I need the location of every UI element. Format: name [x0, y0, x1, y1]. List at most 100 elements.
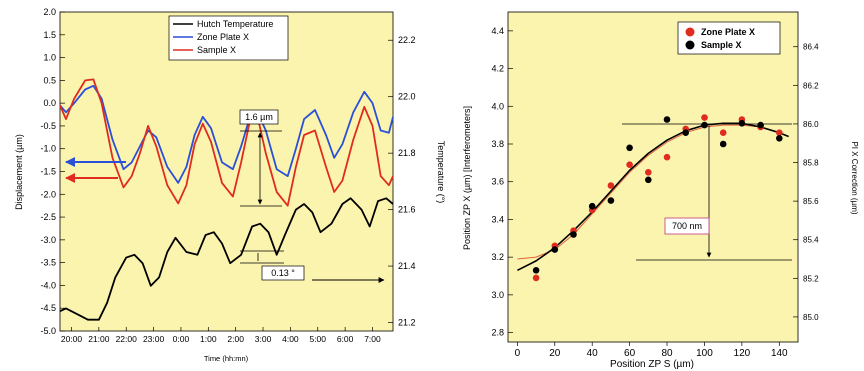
y-tick-label: 3.0	[491, 290, 504, 300]
x-tick-label: 0:00	[173, 334, 190, 344]
y2-tick-label: 21.2	[398, 318, 416, 328]
y-tick-label: 1.5	[43, 30, 56, 40]
sample-point	[588, 202, 596, 210]
legend-label-sample-x: Sample X	[701, 40, 742, 50]
zone-plate-point	[626, 161, 633, 168]
x-tick-label: 23:00	[143, 334, 165, 344]
x-tick-label: 2:00	[227, 334, 244, 344]
sample-point	[607, 197, 615, 204]
right-annotations: 700 nm	[622, 123, 792, 261]
x-tick-label: 4:00	[282, 334, 299, 344]
right-chart: 4.4 4.2 4.0 3.8 3.6 3.4 3.2 3.0 2.8 86.4 86.2 86.0…	[462, 11, 859, 370]
legend-label-zone-plate-x: Zone Plate X	[701, 27, 755, 37]
left-chart: 2.0 1.5 1.0 0.5 0.0 -0.5 -1.0 -1.5 -2.0 -2.5 -3.0 -…	[14, 7, 446, 363]
y2-tick-label: 86.2	[803, 81, 819, 90]
y-tick-label: -4.5	[40, 303, 56, 313]
sample-point	[663, 116, 671, 123]
y2-tick-label: 85.2	[803, 274, 819, 283]
y2-tick-label: 85.6	[803, 197, 819, 206]
x-tick-label: 7:00	[364, 334, 381, 344]
sample-point	[776, 135, 783, 142]
sample-point	[645, 176, 652, 184]
left-y-axis-label: Displacement (µm)	[14, 134, 24, 210]
left-x-axis: 20:00 21:00 22:00 23:00 0:00 1:00 2:00 3:00 4:00…	[61, 327, 381, 344]
sample-point	[738, 120, 746, 127]
zone-plate-point	[607, 182, 615, 189]
y-tick-label: 2.8	[491, 328, 504, 338]
right-y-axis-label: Position ZP X (µm) [Interferometers]	[462, 106, 472, 250]
y2-tick-label: 85.8	[803, 159, 819, 168]
sample-point	[626, 144, 633, 152]
y-tick-label: -1.5	[40, 167, 56, 177]
legend-label-hutch: Hutch Temperature	[197, 19, 273, 29]
right-plot-area	[507, 11, 799, 343]
y-tick-label: 0.5	[43, 75, 56, 85]
annotation-700nm: 700 nm	[672, 221, 702, 231]
left-y2-axis: 22.2 22.0 21.8 21.6 21.4 21.2	[388, 35, 416, 328]
y-tick-label: 0.0	[43, 98, 56, 108]
label-box-1-6um	[239, 109, 279, 125]
y-tick-label: -3.5	[40, 258, 56, 268]
zone-plate-point	[719, 129, 727, 136]
y-tick-label: -2.5	[40, 212, 56, 222]
x-tick-label: 80	[661, 348, 673, 359]
y2-tick-label: 21.8	[398, 148, 416, 158]
zone-plate-point	[776, 129, 783, 136]
sample-point	[570, 231, 577, 238]
y-tick-label: 4.4	[491, 26, 504, 36]
sample-point	[532, 267, 540, 274]
sample-point	[701, 121, 708, 129]
series-line-zone-plate-x	[59, 84, 394, 184]
label-box-0-13deg	[261, 265, 305, 281]
left-y2-axis-label: Temperature (°)	[436, 141, 446, 204]
zone-plate-point	[645, 169, 652, 176]
left-annotations: 1.6 µm 0.13 °	[65, 109, 385, 283]
right-legend-box	[677, 21, 781, 55]
x-tick-label: 60	[624, 348, 636, 359]
zone-plate-point	[532, 274, 540, 282]
annotation-1-6um: 1.6 µm	[245, 112, 273, 122]
zone-plate-point	[663, 153, 671, 161]
x-tick-label: 6:00	[337, 334, 354, 344]
y2-tick-label: 85.4	[803, 236, 819, 245]
right-y2-axis: 86.4 86.2 86.0 85.8 85.6 85.4 85.2 85.0	[793, 43, 819, 322]
y2-tick-label: 21.4	[398, 261, 416, 271]
y-tick-label: 4.0	[491, 101, 504, 111]
y2-tick-label: 22.2	[398, 35, 416, 45]
y-tick-label: 3.8	[491, 139, 504, 149]
x-tick-label: 21:00	[88, 334, 110, 344]
y2-tick-label: 86.4	[803, 43, 819, 52]
legend-label-zone-plate: Zone Plate X	[197, 32, 249, 42]
sample-point	[757, 121, 764, 129]
y2-tick-label: 21.6	[398, 205, 416, 215]
right-x-axis-label: Position ZP S (µm)	[610, 359, 694, 370]
y-tick-label: 3.4	[491, 214, 504, 224]
x-tick-label: 100	[696, 348, 713, 359]
y-tick-label: -3.0	[40, 235, 56, 245]
left-x-axis-label: Time (hh:mn)	[204, 354, 249, 363]
x-tick-label: 40	[587, 348, 599, 359]
y-tick-label: 1.0	[43, 53, 56, 63]
y-tick-label: 2.0	[43, 7, 56, 17]
fit-curve-black	[517, 122, 789, 272]
right-legend: Zone Plate X Sample X	[677, 21, 781, 55]
y-tick-label: -0.5	[40, 121, 56, 131]
series-line-hutch-temperature	[59, 197, 394, 321]
y-tick-label: -2.0	[40, 189, 56, 199]
right-series	[517, 114, 789, 282]
right-y-axis: 4.4 4.2 4.0 3.8 3.6 3.4 3.2 3.0 2.8	[491, 26, 513, 338]
label-box-700nm	[664, 217, 710, 235]
x-tick-label: 20	[549, 348, 561, 359]
y2-tick-label: 86.0	[803, 120, 819, 129]
x-tick-label: 3:00	[255, 334, 272, 344]
legend-marker-zone-plate	[685, 27, 695, 37]
y-tick-label: 3.2	[491, 252, 504, 262]
legend-marker-sample	[685, 40, 695, 50]
y-tick-label: 3.6	[491, 177, 504, 187]
x-tick-label: 22:00	[116, 334, 138, 344]
left-y-axis: 2.0 1.5 1.0 0.5 0.0 -0.5 -1.0 -1.5 -2.0 -2.5 -3.0 -…	[40, 7, 65, 336]
x-tick-label: 20:00	[61, 334, 83, 344]
x-tick-label: 0	[515, 348, 521, 359]
x-tick-label: 140	[771, 348, 788, 359]
x-tick-label: 1:00	[200, 334, 217, 344]
